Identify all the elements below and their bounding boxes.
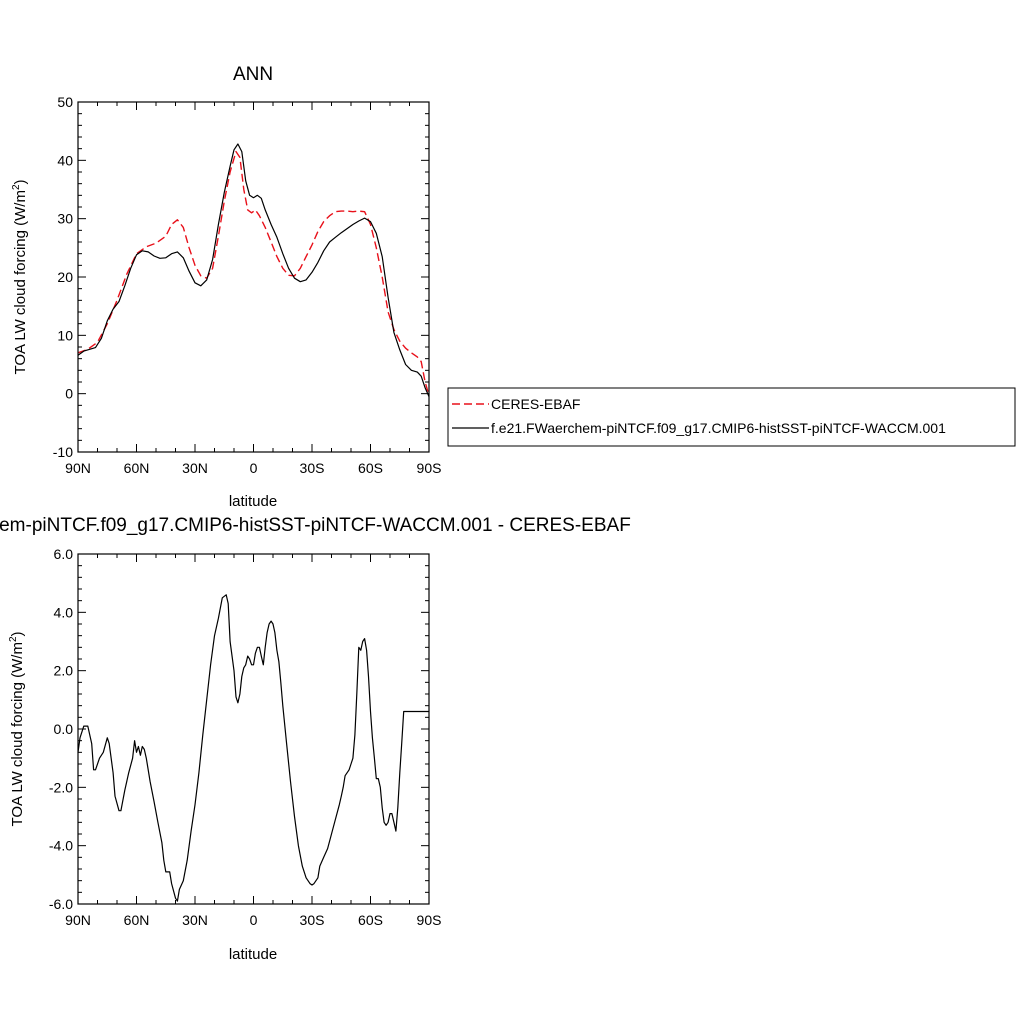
bottom-x-tick-label-5: 60S xyxy=(358,912,383,928)
bottom-y-tick-label-2: -2.0 xyxy=(49,779,73,795)
top-x-axis-label: latitude xyxy=(229,493,277,510)
bottom-y-tick-label-6: 6.0 xyxy=(54,546,74,562)
top-y-tick-label-1: 0 xyxy=(65,386,73,402)
top-x-tick-label-2: 30N xyxy=(182,460,208,476)
legend-frame xyxy=(447,387,1016,447)
bottom-y-label-main: TOA LW cloud forcing (W/m xyxy=(9,642,26,827)
top-series-line-1 xyxy=(77,143,430,397)
top-x-tick-label-0: 90N xyxy=(65,460,91,476)
annual-mean-panel: ANN -10 0 10 20 30 40 50 90N 60N 30N 0 30S 60S 90S la… xyxy=(11,64,441,510)
bottom-y-tick-label-1: -4.0 xyxy=(49,838,73,854)
bottom-plot-frame xyxy=(77,553,430,905)
legend-label-model: f.e21.FWaerchem-piNTCF.f09_g17.CMIP6-his… xyxy=(491,420,946,436)
top-x-tick-label-1: 60N xyxy=(124,460,150,476)
bottom-y-tick-label-0: -6.0 xyxy=(49,896,73,912)
top-y-axis-label: TOA LW cloud forcing (W/m2) xyxy=(11,179,29,374)
bottom-x-tick-label-0: 90N xyxy=(65,912,91,928)
bottom-y-tick-label-3: 0.0 xyxy=(54,721,74,737)
bottom-y-tick-label-4: 2.0 xyxy=(54,663,74,679)
bottom-x-tick-label-4: 30S xyxy=(300,912,325,928)
difference-panel: f.e21.FWaerchem-piNTCF.f09_g17.CMIP6-his… xyxy=(0,515,631,963)
bottom-x-tick-label-3: 0 xyxy=(250,912,258,928)
bottom-x-tick-label-1: 60N xyxy=(124,912,150,928)
bottom-x-tick-label-2: 30N xyxy=(182,912,208,928)
legend: CERES-EBAF f.e21.FWaerchem-piNTCF.f09_g1… xyxy=(447,387,1016,447)
bottom-title: f.e21.FWaerchem-piNTCF.f09_g17.CMIP6-his… xyxy=(0,515,631,536)
bottom-y-label-sup: 2 xyxy=(8,636,19,642)
top-x-tick-label-5: 60S xyxy=(358,460,383,476)
bottom-x-axis-label: latitude xyxy=(229,946,277,963)
top-title: ANN xyxy=(233,64,273,85)
bottom-y-label-close: ) xyxy=(9,631,26,636)
bottom-series-line-0 xyxy=(77,594,429,902)
top-y-tick-label-4: 30 xyxy=(57,211,73,227)
top-y-tick-label-6: 50 xyxy=(57,94,73,110)
top-y-tick-label-5: 40 xyxy=(57,152,73,168)
top-y-tick-label-2: 10 xyxy=(57,327,73,343)
difference-plot-area: -6.0 -4.0 -2.0 0.0 2.0 4.0 6.0 90N 60N 30N 0 30S 60S… xyxy=(49,546,442,928)
legend-label-ceres: CERES-EBAF xyxy=(491,396,580,412)
top-y-tick-label-3: 20 xyxy=(57,269,73,285)
bottom-x-tick-label-6: 90S xyxy=(417,912,442,928)
top-series-line-0 xyxy=(77,150,430,396)
top-x-tick-label-4: 30S xyxy=(300,460,325,476)
top-y-tick-label-0: -10 xyxy=(53,444,73,460)
annual-mean-plot-area: -10 0 10 20 30 40 50 90N 60N 30N 0 30S 60S 90S xyxy=(53,94,442,476)
top-x-tick-label-6: 90S xyxy=(417,460,442,476)
bottom-y-axis-label: TOA LW cloud forcing (W/m2) xyxy=(8,631,26,826)
bottom-y-tick-label-5: 4.0 xyxy=(54,604,74,620)
top-x-tick-label-3: 0 xyxy=(250,460,258,476)
top-plot-frame xyxy=(77,101,430,453)
top-y-label-close: ) xyxy=(12,179,29,184)
top-y-label-sup: 2 xyxy=(11,184,22,190)
top-y-label-main: TOA LW cloud forcing (W/m xyxy=(12,190,29,375)
